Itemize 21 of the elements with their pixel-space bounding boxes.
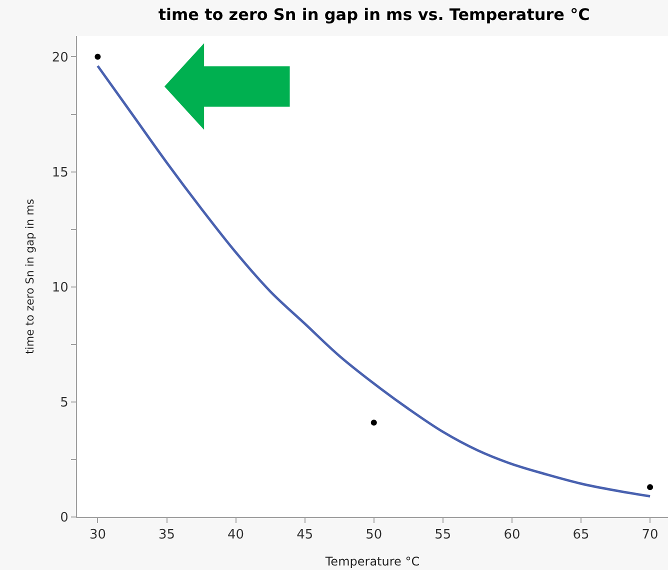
- chart-title: time to zero Sn in gap in ms vs. Temperature °C: [158, 4, 590, 24]
- x-tick-label: 45: [296, 528, 314, 543]
- x-tick-label: 30: [89, 528, 106, 543]
- y-tick-label: 15: [52, 165, 68, 180]
- point: [647, 484, 654, 490]
- y-tick-label: 0: [60, 510, 68, 526]
- line-series: [96, 64, 652, 498]
- y-tick-label: 5: [60, 395, 68, 410]
- x-tick-label: 50: [366, 528, 382, 543]
- x-tick-label: 65: [572, 528, 590, 543]
- x-axis-title: Temperature °C: [324, 554, 420, 568]
- x-tick-label: 35: [158, 528, 176, 543]
- y-tick-label: 10: [52, 280, 68, 296]
- x-tick-label: 55: [434, 528, 452, 543]
- point: [370, 420, 377, 426]
- x-tick-label: 60: [504, 528, 520, 543]
- x-tick-label: 40: [228, 528, 244, 543]
- point: [94, 54, 101, 60]
- x-tick-label: 70: [642, 528, 658, 543]
- y-axis-title: time to zero Sn in gap in ms: [24, 198, 37, 354]
- y-tick-label: 20: [52, 50, 68, 66]
